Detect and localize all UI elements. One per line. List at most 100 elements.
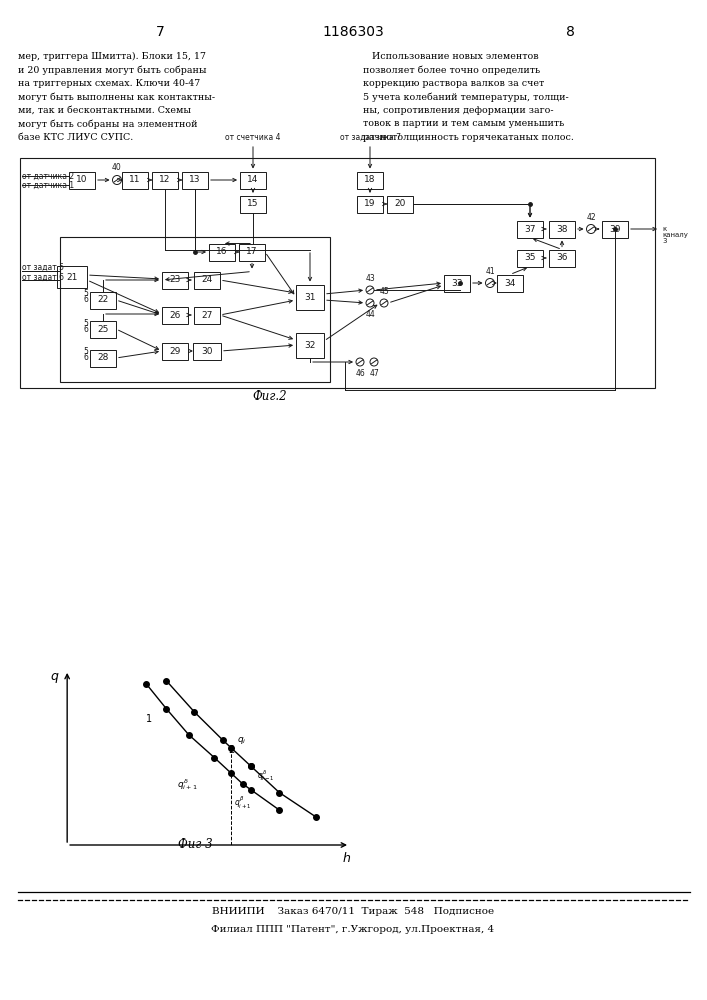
Circle shape: [380, 299, 388, 307]
Text: 18: 18: [364, 176, 375, 184]
FancyBboxPatch shape: [387, 196, 413, 213]
Text: 7: 7: [156, 25, 164, 39]
FancyBboxPatch shape: [240, 172, 266, 188]
FancyBboxPatch shape: [497, 274, 523, 292]
Text: 26: 26: [169, 310, 181, 320]
Text: 37: 37: [525, 225, 536, 233]
FancyBboxPatch shape: [444, 274, 470, 292]
Text: 12: 12: [159, 176, 170, 184]
Text: 6: 6: [83, 296, 88, 304]
FancyBboxPatch shape: [239, 243, 265, 260]
Text: 42: 42: [586, 213, 596, 222]
Text: 8: 8: [566, 25, 574, 39]
Text: 45: 45: [379, 287, 389, 296]
Text: разнотолщинность горячекатаных полос.: разнотолщинность горячекатаных полос.: [363, 133, 574, 142]
Text: от задат 6: от задат 6: [22, 272, 64, 282]
FancyBboxPatch shape: [90, 350, 116, 366]
Text: 5: 5: [83, 290, 88, 298]
FancyBboxPatch shape: [240, 196, 266, 213]
FancyBboxPatch shape: [162, 306, 188, 324]
Text: 28: 28: [98, 354, 109, 362]
Text: Фиг.2: Фиг.2: [252, 390, 287, 403]
FancyBboxPatch shape: [69, 172, 95, 188]
FancyBboxPatch shape: [296, 332, 324, 358]
FancyBboxPatch shape: [194, 271, 220, 288]
Text: $q_{i+1}^{\beta}$: $q_{i+1}^{\beta}$: [234, 795, 252, 811]
Text: ВНИИПИ    Заказ 6470/11  Тираж  548   Подписное: ВНИИПИ Заказ 6470/11 Тираж 548 Подписное: [212, 908, 494, 916]
FancyBboxPatch shape: [549, 221, 575, 237]
Text: 19: 19: [364, 200, 375, 209]
FancyBboxPatch shape: [57, 266, 87, 288]
Circle shape: [356, 358, 364, 366]
Text: товок в партии и тем самым уменьшить: товок в партии и тем самым уменьшить: [363, 119, 564, 128]
Text: 17: 17: [246, 247, 258, 256]
Text: ны, сопротивления деформации заго-: ны, сопротивления деформации заго-: [363, 106, 554, 115]
Text: 21: 21: [66, 272, 78, 282]
Text: 25: 25: [98, 324, 109, 334]
Text: $q_i$: $q_i$: [237, 735, 246, 746]
FancyBboxPatch shape: [162, 271, 188, 288]
Text: 5: 5: [83, 348, 88, 357]
Text: коррекцию раствора валков за счет: коррекцию раствора валков за счет: [363, 79, 544, 88]
Text: 46: 46: [355, 369, 365, 378]
Text: 3: 3: [662, 238, 667, 244]
FancyBboxPatch shape: [357, 196, 383, 213]
Text: 24: 24: [201, 275, 213, 284]
Text: 6: 6: [83, 354, 88, 362]
Text: 36: 36: [556, 253, 568, 262]
Text: 38: 38: [556, 225, 568, 233]
Text: 16: 16: [216, 247, 228, 256]
Text: 1: 1: [146, 714, 152, 724]
Text: 34: 34: [504, 278, 515, 288]
Circle shape: [587, 225, 595, 233]
Circle shape: [112, 176, 122, 184]
Text: к: к: [662, 226, 666, 232]
Text: 20: 20: [395, 200, 406, 209]
Text: Филиал ППП "Патент", г.Ужгород, ул.Проектная, 4: Филиал ППП "Патент", г.Ужгород, ул.Проек…: [211, 926, 495, 934]
Circle shape: [366, 299, 374, 307]
Text: от счетчика 4: от счетчика 4: [226, 133, 281, 142]
Text: 47: 47: [369, 369, 379, 378]
Text: позволяет более точно определить: позволяет более точно определить: [363, 66, 540, 75]
Text: 43: 43: [365, 274, 375, 283]
Text: от датчика 1: от датчика 1: [22, 180, 74, 190]
Text: 10: 10: [76, 176, 88, 184]
Text: 5: 5: [83, 318, 88, 328]
Text: h: h: [342, 852, 350, 865]
Text: Использование новых элементов: Использование новых элементов: [363, 52, 539, 61]
Text: 33: 33: [451, 278, 463, 288]
Text: Фиг 3: Фиг 3: [177, 838, 212, 852]
Text: 13: 13: [189, 176, 201, 184]
Text: 14: 14: [247, 176, 259, 184]
FancyBboxPatch shape: [90, 292, 116, 308]
FancyBboxPatch shape: [90, 320, 116, 338]
Text: и 20 управления могут быть собраны: и 20 управления могут быть собраны: [18, 66, 206, 75]
FancyBboxPatch shape: [182, 172, 208, 188]
Text: 6: 6: [83, 324, 88, 334]
Circle shape: [370, 358, 378, 366]
FancyBboxPatch shape: [357, 172, 383, 188]
Text: 35: 35: [525, 253, 536, 262]
Text: 31: 31: [304, 292, 316, 302]
FancyBboxPatch shape: [193, 342, 221, 360]
Text: от датчика 2: от датчика 2: [22, 172, 74, 180]
Text: на триггерных схемах. Ключи 40-47: на триггерных схемах. Ключи 40-47: [18, 79, 200, 88]
Text: 1186303: 1186303: [322, 25, 384, 39]
Text: мер, триггера Шмитта). Блоки 15, 17: мер, триггера Шмитта). Блоки 15, 17: [18, 52, 206, 61]
Text: 5 учета колебаний температуры, толщи-: 5 учета колебаний температуры, толщи-: [363, 93, 568, 102]
Text: от задатчика 7: от задатчика 7: [339, 133, 400, 142]
FancyBboxPatch shape: [517, 221, 543, 237]
FancyBboxPatch shape: [122, 172, 148, 188]
FancyBboxPatch shape: [194, 306, 220, 324]
FancyBboxPatch shape: [162, 342, 188, 360]
Text: 15: 15: [247, 200, 259, 209]
Text: могут быть выполнены как контактны-: могут быть выполнены как контактны-: [18, 93, 215, 102]
Circle shape: [486, 278, 494, 288]
Text: могут быть собраны на элементной: могут быть собраны на элементной: [18, 119, 197, 129]
Text: ми, так и бесконтактными. Схемы: ми, так и бесконтактными. Схемы: [18, 106, 191, 115]
Text: 39: 39: [609, 225, 621, 233]
Text: 41: 41: [485, 266, 495, 275]
FancyBboxPatch shape: [152, 172, 178, 188]
Text: 29: 29: [169, 347, 181, 356]
Text: 22: 22: [98, 296, 109, 304]
